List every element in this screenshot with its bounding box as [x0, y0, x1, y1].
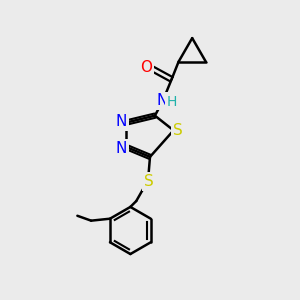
Text: O: O — [140, 60, 152, 75]
Text: S: S — [144, 174, 154, 189]
Text: N: N — [156, 93, 167, 108]
Text: N: N — [116, 140, 127, 155]
Text: S: S — [172, 123, 182, 138]
Text: H: H — [167, 95, 177, 109]
Text: N: N — [116, 114, 127, 129]
